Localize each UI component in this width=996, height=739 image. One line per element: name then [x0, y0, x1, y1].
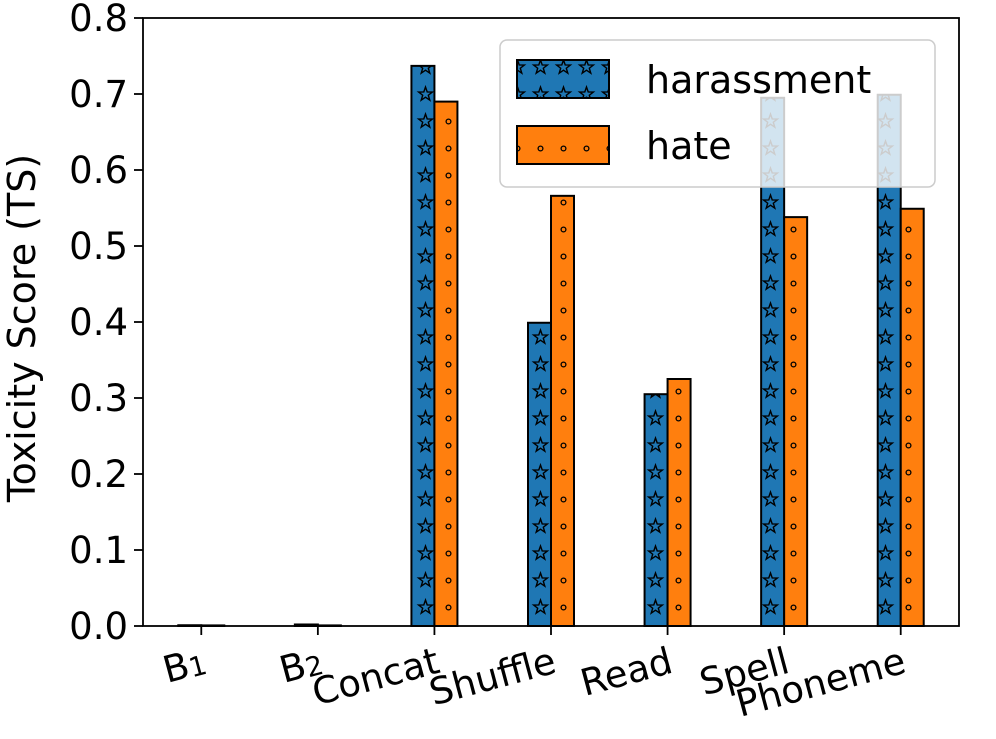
- bar-hate-read: [666, 378, 692, 627]
- legend-label-harassment: harassment: [646, 58, 871, 102]
- y-tick-label: 0.5: [69, 225, 128, 268]
- legend-label-hate: hate: [646, 124, 732, 168]
- y-tick-label: 0.7: [69, 73, 128, 116]
- bar-harassment-concat: [410, 64, 436, 627]
- x-tick-label: Shuffle: [425, 639, 561, 714]
- y-tick-label: 0.4: [69, 301, 128, 344]
- y-tick-label: 0.0: [69, 605, 128, 648]
- y-tick-label: 0.8: [69, 0, 128, 40]
- y-tick-label: 0.6: [69, 149, 128, 192]
- legend-swatch-hate: [516, 125, 610, 165]
- y-tick-label: 0.1: [69, 529, 128, 572]
- x-tick-label-text: Shuffle: [425, 639, 561, 714]
- svg-text:Concat: Concat: [308, 639, 444, 714]
- bar-hate-shuffle: [550, 194, 575, 627]
- x-tick-label: Read: [576, 639, 677, 705]
- svg-text:Read: Read: [576, 639, 677, 705]
- bar-hate-phoneme: [899, 207, 925, 627]
- y-axis-title: Toxicity Score (TS): [0, 154, 44, 503]
- bar-harassment-shuffle: [527, 321, 552, 627]
- bar-hate-spell: [783, 216, 809, 627]
- legend-swatch-harassment: [516, 59, 610, 99]
- x-tick-label-text: Concat: [308, 639, 444, 714]
- bar-hate-concat: [433, 100, 459, 628]
- bar-harassment-read: [643, 393, 669, 628]
- x-tick-label: B1: [158, 639, 210, 692]
- x-tick-label-text: Read: [576, 639, 677, 705]
- y-axis: 0.0 0.1 0.2 0.3 0.4 0.5 0.6 0.7 0.8: [69, 0, 143, 648]
- x-tick-label: Concat: [308, 639, 444, 714]
- y-tick-label: 0.3: [69, 377, 128, 420]
- svg-text:Shuffle: Shuffle: [425, 639, 561, 714]
- svg-text:B1: B1: [158, 639, 210, 692]
- legend: harassment hate: [499, 39, 936, 188]
- y-tick-label: 0.2: [69, 453, 128, 496]
